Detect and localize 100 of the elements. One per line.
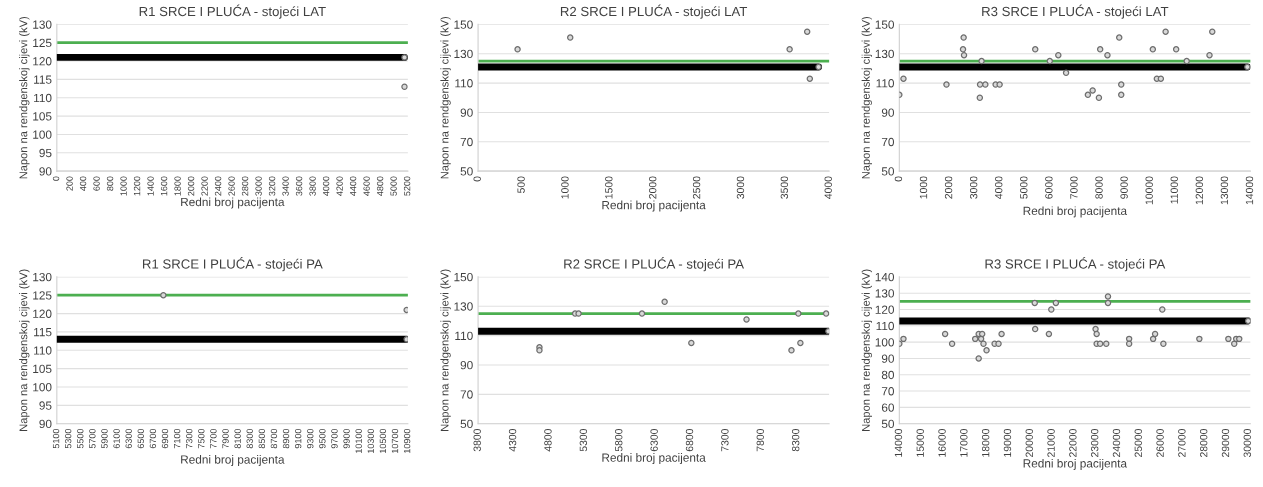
point	[1031, 299, 1038, 307]
x-tick-label: 25000	[1134, 428, 1142, 457]
x-tick-label: 500	[517, 176, 525, 193]
point	[1196, 335, 1203, 343]
point	[160, 292, 167, 299]
point	[998, 330, 1005, 338]
point	[1157, 75, 1165, 82]
x-tick-label: 18000	[981, 428, 990, 457]
x-tick-label: 4000	[322, 176, 330, 196]
y-tick-label: 150	[454, 20, 473, 29]
x-tick-label: 5000	[390, 176, 397, 196]
x-tick-label: 6300	[125, 428, 132, 449]
y-tick-label: 130	[33, 20, 52, 29]
point	[978, 57, 985, 65]
point	[1093, 330, 1100, 338]
x-tick-label: 10900	[403, 428, 411, 453]
point	[661, 298, 668, 306]
point	[995, 340, 1002, 347]
point	[983, 347, 990, 354]
point	[1084, 91, 1092, 99]
y-tick-label: 90	[881, 354, 895, 363]
x-tick-label: 5300	[64, 428, 72, 449]
x-tick-label: 200	[66, 176, 73, 191]
x-axis-title: Redni broj pacijenta	[602, 200, 706, 212]
point	[514, 46, 521, 53]
x-tick-label: 8700	[270, 428, 278, 449]
x-tick-label: 30000	[1243, 428, 1251, 458]
point	[1116, 34, 1123, 41]
point	[743, 316, 750, 323]
x-tick-label: 5200	[403, 176, 411, 196]
y-tick-label: 100	[875, 338, 895, 347]
x-tick-label: 7700	[210, 428, 217, 449]
point	[1160, 340, 1167, 347]
x-tick-label: 5300	[579, 428, 588, 452]
x-tick-label: 4400	[349, 176, 357, 196]
x-tick-label: 8300	[246, 428, 253, 449]
x-tick-label: 26000	[1156, 428, 1164, 457]
point	[1236, 335, 1243, 343]
point	[971, 335, 979, 343]
x-axis-title: Redni broj pacijenta	[181, 197, 285, 209]
point	[1244, 63, 1251, 71]
point	[1052, 299, 1060, 307]
point	[1104, 299, 1112, 307]
point	[1231, 340, 1238, 347]
x-tick-label: 5000	[1020, 176, 1028, 199]
point	[1055, 51, 1062, 59]
point	[795, 310, 802, 317]
y-tick-label: 130	[454, 49, 473, 59]
point	[815, 63, 822, 71]
point	[948, 340, 956, 347]
x-tick-label: 10100	[355, 428, 362, 453]
x-tick-label: 1400	[147, 176, 154, 196]
point	[1118, 91, 1125, 99]
point	[975, 355, 982, 362]
point	[982, 81, 989, 88]
y-tick-label: 130	[33, 272, 52, 282]
point	[943, 81, 950, 88]
x-tick-label: 8300	[791, 428, 800, 452]
x-tick-label: 8500	[258, 428, 266, 449]
y-tick-label: 90	[460, 361, 473, 370]
x-tick-label: 4800	[544, 428, 552, 452]
x-tick-label: 9100	[294, 428, 302, 449]
x-tick-label: 4300	[508, 428, 517, 452]
y-axis-title: Napon na rendgenskoj cijevi (kV)	[861, 16, 872, 179]
y-tick-label: 90	[39, 419, 52, 429]
x-tick-label: 7800	[756, 428, 764, 452]
x-tick-label: 23000	[1090, 428, 1099, 457]
x-tick-label: 4200	[336, 176, 343, 196]
x-tick-label: 2600	[228, 176, 235, 196]
y-axis-title: Napon na rendgenskoj cijevi (kV)	[440, 269, 451, 431]
y-tick-label: 100	[33, 130, 52, 139]
point	[803, 28, 811, 35]
x-tick-label: 22000	[1069, 428, 1077, 457]
y-tick-label: 70	[881, 387, 895, 396]
y-tick-label: 70	[881, 137, 895, 147]
x-tick-label: 5100	[52, 428, 60, 449]
x-tick-label: 1000	[919, 176, 928, 199]
point	[1103, 340, 1110, 347]
x-tick-label: 800	[106, 176, 114, 191]
x-tick-label: 6700	[149, 428, 157, 449]
x-tick-label: 6000	[1045, 176, 1053, 199]
y-tick-label: 95	[39, 401, 52, 410]
x-tick-label: 15000	[916, 428, 924, 457]
y-tick-label: 100	[33, 383, 52, 392]
x-tick-label: 3000	[969, 176, 978, 199]
chart-title: R1 SRCE I PLUĆA - stojeći PA	[143, 257, 323, 272]
x-axis-title: Redni broj pacijenta	[181, 455, 285, 467]
x-axis-title: Redni broj pacijenta	[602, 453, 706, 465]
x-tick-label: 1200	[133, 176, 141, 196]
point	[996, 81, 1003, 88]
point	[941, 330, 949, 338]
x-tick-label: 6900	[161, 428, 169, 449]
y-tick-label: 125	[33, 291, 52, 300]
y-tick-label: 90	[39, 167, 52, 176]
x-tick-label: 3600	[295, 176, 303, 196]
point	[1206, 51, 1213, 59]
x-tick-label: 600	[93, 176, 100, 191]
x-tick-label: 4600	[363, 176, 370, 196]
x-tick-label: 10500	[379, 428, 387, 453]
y-axis-title: Napon na rendgenskoj cijevi (kV)	[440, 16, 451, 179]
